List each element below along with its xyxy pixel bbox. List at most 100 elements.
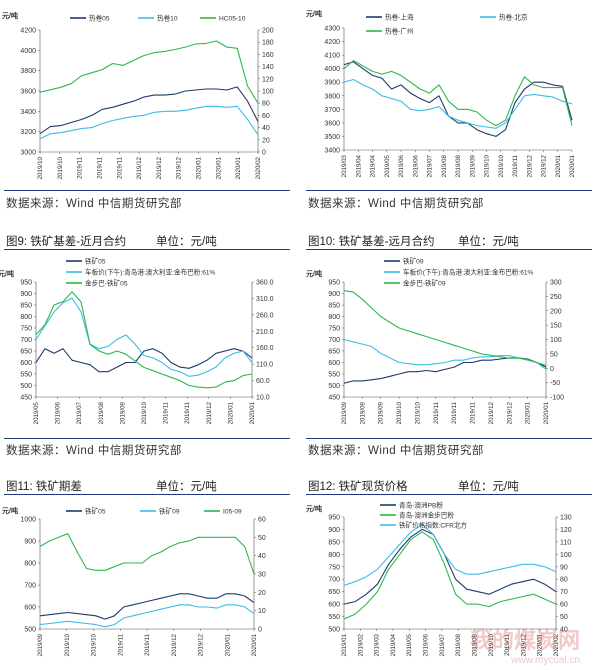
right-tick-label: 200: [262, 28, 274, 35]
x-tick-label: 2019/10: [498, 154, 505, 177]
source-note: 数据来源：Wind 中信期货研究部: [308, 198, 484, 210]
separator: [306, 494, 592, 495]
series-line: [39, 105, 259, 140]
source-note: 数据来源：Wind 中信期货研究部: [308, 445, 484, 457]
right-tick-label: 50: [550, 351, 558, 358]
x-tick-label: 2019/12: [176, 156, 183, 179]
figure-title: 图12: 铁矿现货价格: [308, 481, 408, 493]
chart-iron-ore-basis-far: 元/吨 450 500 550 600 650 700 750 800 850 900 950 -100…: [300, 252, 600, 437]
x-tick-label: 2019/05: [33, 401, 40, 424]
x-tick-label: 2019/09: [341, 401, 348, 424]
right-tick-label: -100: [550, 395, 564, 402]
left-tick-label: 700: [20, 337, 32, 344]
legend-label: 热卷-北京: [499, 13, 528, 22]
right-tick-label: 60: [560, 602, 568, 609]
figure-title: 图9: 铁矿基差-近月合约: [6, 236, 127, 248]
x-tick-label: 2019/12: [488, 401, 495, 424]
series-line: [343, 531, 557, 620]
left-tick-label: 550: [328, 614, 340, 621]
left-tick-label: 4000: [324, 66, 340, 73]
right-tick-label: 120: [560, 527, 572, 534]
x-tick-label: 2020/01: [525, 401, 532, 424]
left-tick-label: 750: [20, 326, 32, 333]
separator: [306, 249, 592, 250]
left-tick-label: 550: [20, 372, 32, 379]
unit-label: 元/吨: [306, 269, 322, 278]
legend-label: 车板价(下午):青岛港:澳大利亚:金布巴粉:61%: [85, 268, 216, 277]
left-tick-label: 700: [328, 337, 340, 344]
legend-label: I05-09: [223, 509, 242, 516]
right-tick-label: 100: [262, 89, 274, 96]
chart-svg: 元/吨 500 550 600 650 700 750 800 850 900 950 40 50 60 7…: [306, 501, 572, 657]
x-tick-label: 2019/11: [117, 633, 124, 655]
series-line: [343, 61, 573, 137]
legend-label: 热卷10: [157, 14, 178, 23]
figure-caption: 图10: 铁矿基差-远月合约 单位：元/吨: [308, 233, 598, 249]
x-tick-label: 2019/10: [484, 154, 491, 177]
x-tick-label: 2019/12: [156, 156, 163, 179]
left-tick-label: 3600: [20, 89, 36, 96]
x-tick-label: 2019/08: [455, 154, 462, 177]
figure-unit: 单位：元/吨: [458, 236, 519, 248]
legend-label: 金步巴-铁矿09: [403, 279, 446, 288]
right-tick-label: 40: [560, 627, 568, 634]
right-tick-label: 20: [258, 590, 266, 597]
series-line: [35, 297, 253, 377]
x-tick-label: 2020/01: [196, 156, 203, 179]
chart-iron-ore-basis-near: 元/吨 450 500 550 600 650 700 750 800 850 900 950 10.0…: [0, 252, 300, 437]
x-tick-label: 2020/01: [235, 156, 242, 179]
right-tick-label: 160.0: [256, 345, 274, 352]
right-tick-label: -50: [550, 380, 560, 387]
left-tick-label: 3500: [324, 134, 340, 141]
x-tick-label: 2020/01: [249, 401, 256, 424]
x-tick-label: 2019/12: [136, 156, 143, 179]
separator: [306, 190, 592, 191]
x-tick-label: 2019/12: [541, 154, 548, 177]
right-tick-label: 360.0: [256, 280, 274, 287]
x-tick-label: 2019/09: [119, 401, 126, 424]
left-tick-label: 3800: [20, 68, 36, 75]
figure-title: 图11: 铁矿期差: [6, 481, 82, 493]
x-tick-label: 2019/09: [359, 401, 366, 424]
x-tick-label: 2019/12: [206, 401, 213, 424]
right-tick-label: 310.0: [256, 296, 274, 303]
left-tick-label: 3700: [324, 107, 340, 114]
watermark-logo: 我的煤炭网 www.mycoal.cn: [470, 623, 580, 666]
left-tick-label: 800: [20, 314, 32, 321]
left-tick-label: 3900: [324, 80, 340, 87]
x-tick-label: 2019/11: [470, 401, 477, 423]
left-tick-label: 800: [328, 552, 340, 559]
left-tick-label: 600: [328, 602, 340, 609]
source-note: 数据来源：Wind 中信期货研究部: [6, 198, 182, 210]
x-tick-label: 2020/01: [537, 633, 544, 656]
right-tick-label: 40: [262, 125, 270, 132]
left-tick-label: 700: [24, 583, 36, 590]
x-tick-label: 2019/08: [98, 401, 105, 424]
right-tick-label: 150: [550, 323, 562, 330]
left-tick-label: 950: [328, 280, 340, 287]
x-tick-label: 2019/01: [341, 633, 348, 656]
left-tick-label: 3000: [20, 150, 36, 157]
left-tick-label: 850: [328, 539, 340, 546]
series-line: [39, 533, 255, 575]
right-tick-label: 110: [560, 539, 571, 546]
x-tick-label: 2019/11: [451, 401, 458, 423]
left-tick-label: 650: [328, 349, 340, 356]
x-tick-label: 2020/02: [255, 156, 262, 179]
right-tick-label: 10.0: [256, 395, 270, 402]
series-line: [39, 593, 255, 620]
x-tick-label: 2019/07: [76, 401, 83, 424]
x-tick-label: 2019/10: [141, 401, 148, 424]
x-tick-label: 2019/03: [374, 633, 381, 656]
legend-label: 热卷-上海: [385, 13, 414, 22]
x-tick-label: 2019/10: [37, 156, 44, 179]
left-tick-label: 3400: [324, 148, 340, 155]
left-tick-label: 3200: [20, 129, 36, 136]
right-tick-label: 60: [258, 517, 266, 524]
series-line: [343, 78, 573, 129]
separator: [306, 438, 592, 439]
legend-label: 热卷-广州: [385, 27, 414, 36]
x-tick-label: 2020/01: [251, 633, 258, 656]
right-tick-label: 0: [550, 366, 554, 373]
left-tick-label: 950: [20, 280, 32, 287]
